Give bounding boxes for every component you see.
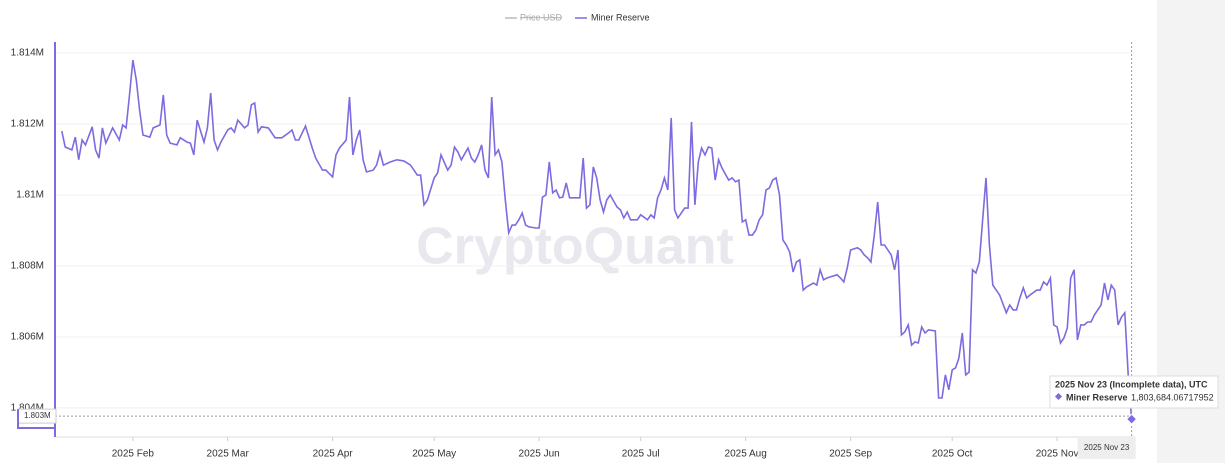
tooltip-series: Miner Reserve xyxy=(1066,392,1128,402)
legend-label: Price USD xyxy=(520,12,563,22)
x-tick-label: 2025 Aug xyxy=(725,449,767,460)
y-tick-label: 1.814M xyxy=(11,48,44,59)
y-tick-label: 1.812M xyxy=(11,119,44,130)
x-tick-label: 2025 Sep xyxy=(829,449,872,460)
y-tick-label: 1.806M xyxy=(11,332,44,343)
x-tick-label: 2025 Jul xyxy=(622,449,660,460)
crosshair-x-label: 2025 Nov 23 xyxy=(1084,443,1130,452)
tooltip-box xyxy=(1049,375,1219,409)
x-tick-label: 2025 Apr xyxy=(313,449,354,460)
line xyxy=(61,59,1133,420)
point-marker xyxy=(1125,413,1138,425)
x-tick-label: 2025 Nov xyxy=(1036,449,1079,460)
x-tick-label: 2025 May xyxy=(412,449,456,460)
x-tick-label: 2025 Oct xyxy=(932,449,973,460)
x-tick-label: 2025 Feb xyxy=(112,449,155,460)
y-tick-label: 1.81M xyxy=(16,190,44,201)
y-tick-label: 1.808M xyxy=(11,261,44,272)
crosshair-x-box xyxy=(1077,437,1136,459)
x-tick-label: 2025 Jun xyxy=(519,449,560,460)
crosshair-axis-mark xyxy=(17,409,55,429)
legend-label: Miner Reserve xyxy=(591,12,650,22)
x-tick-label: 2025 Mar xyxy=(207,449,250,460)
y-tick-label: 1.804M xyxy=(11,403,44,414)
crosshair-y-label: 1.803M xyxy=(24,411,51,420)
watermark: CryptoQuant xyxy=(416,218,734,276)
tooltip-title: 2025 Nov 23 (Incomplete data), UTC xyxy=(1055,379,1208,389)
tooltip-value: 1,803,684.06717952 xyxy=(1131,392,1214,402)
